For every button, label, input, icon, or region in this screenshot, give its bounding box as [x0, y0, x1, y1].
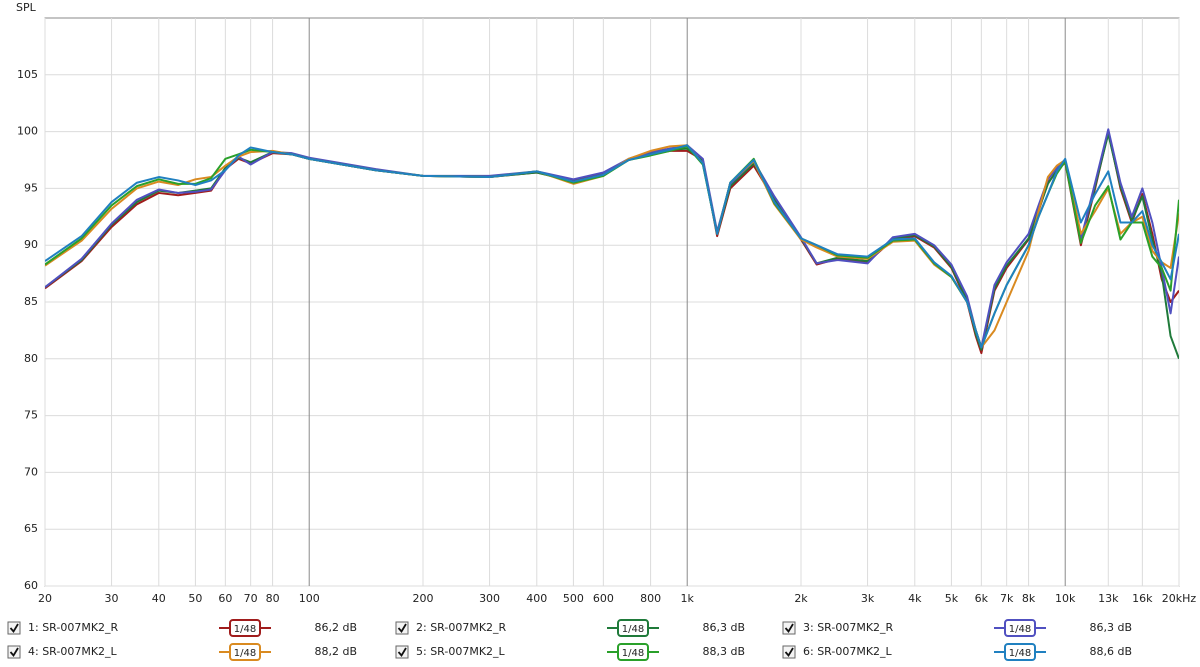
smoothing-box[interactable]	[1004, 643, 1036, 661]
y-tick-label: 70	[24, 465, 38, 478]
y-tick-label: 80	[24, 352, 38, 365]
y-tick-label: 65	[24, 522, 38, 535]
smoothing-label: 1/48	[1009, 624, 1031, 635]
x-tick-label: 6k	[975, 592, 989, 605]
checkbox-check	[784, 623, 794, 634]
x-tick-label: 20kHz	[1162, 592, 1197, 605]
lines	[45, 128, 1179, 360]
legend-item: 6: SR-007MK2_L 1/48 88,6 dB	[782, 643, 1132, 661]
x-tick-label: 300	[479, 592, 500, 605]
legend-item: 5: SR-007MK2_L 1/48 88,3 dB	[395, 643, 745, 661]
x-tick-label: 16k	[1132, 592, 1153, 605]
checkbox-check	[397, 647, 407, 658]
legend-checkbox[interactable]	[395, 645, 409, 659]
x-tick-label: 5k	[945, 592, 959, 605]
legend-name: 1: SR-007MK2_R	[28, 621, 119, 634]
smoothing-box[interactable]	[617, 619, 649, 637]
smoothing-label: 1/48	[234, 624, 256, 635]
x-tick-label: 13k	[1098, 592, 1119, 605]
x-tick-label: 100	[299, 592, 320, 605]
smoothing-box[interactable]	[1004, 619, 1036, 637]
checkbox-check	[397, 623, 407, 634]
legend-item: 3: SR-007MK2_R 1/48 86,3 dB	[782, 619, 1132, 637]
y-tick-label: 100	[17, 125, 38, 138]
checkbox-check	[9, 623, 19, 634]
smoothing-label: 1/48	[622, 624, 644, 635]
x-tick-label: 600	[593, 592, 614, 605]
legend: 1: SR-007MK2_R 1/48 86,2 dB 2: SR-007MK2_R 1…	[7, 619, 1132, 661]
x-tick-label: 7k	[1000, 592, 1014, 605]
x-tick-label: 20	[38, 592, 52, 605]
checkbox-check	[784, 647, 794, 658]
x-tick-label: 1k	[681, 592, 695, 605]
legend-item: 2: SR-007MK2_R 1/48 86,3 dB	[395, 619, 745, 637]
legend-name: 4: SR-007MK2_L	[28, 645, 118, 658]
legend-level: 86,3 dB	[702, 621, 745, 634]
y-tick-label: 75	[24, 409, 38, 422]
x-tick-label: 500	[563, 592, 584, 605]
legend-checkbox[interactable]	[7, 645, 21, 659]
legend-checkbox[interactable]	[395, 621, 409, 635]
x-tick-label: 800	[640, 592, 661, 605]
y-tick-label: 90	[24, 238, 38, 251]
y-axis-label: SPL	[16, 1, 37, 14]
series-line	[45, 144, 1179, 349]
x-tick-label: 70	[244, 592, 258, 605]
legend-name: 2: SR-007MK2_R	[416, 621, 507, 634]
legend-name: 3: SR-007MK2_R	[803, 621, 894, 634]
x-tick-label: 60	[218, 592, 232, 605]
legend-level: 88,3 dB	[702, 645, 745, 658]
legend-name: 5: SR-007MK2_L	[416, 645, 506, 658]
legend-name: 6: SR-007MK2_L	[803, 645, 893, 658]
y-tick-label: 105	[17, 68, 38, 81]
legend-level: 88,2 dB	[314, 645, 357, 658]
legend-level: 86,2 dB	[314, 621, 357, 634]
x-tick-label: 30	[105, 592, 119, 605]
smoothing-label: 1/48	[1009, 648, 1031, 659]
legend-level: 88,6 dB	[1089, 645, 1132, 658]
smoothing-box[interactable]	[229, 643, 261, 661]
legend-checkbox[interactable]	[7, 621, 21, 635]
x-tick-label: 80	[266, 592, 280, 605]
x-tick-label: 200	[413, 592, 434, 605]
smoothing-box[interactable]	[617, 643, 649, 661]
x-tick-label: 2k	[794, 592, 808, 605]
x-tick-label: 400	[526, 592, 547, 605]
smoothing-label: 1/48	[622, 648, 644, 659]
x-tick-label: 3k	[861, 592, 875, 605]
x-tick-label: 10k	[1055, 592, 1076, 605]
x-tick-label: 50	[188, 592, 202, 605]
y-tick-label: 60	[24, 579, 38, 592]
x-tick-label: 4k	[908, 592, 922, 605]
smoothing-label: 1/48	[234, 648, 256, 659]
legend-level: 86,3 dB	[1089, 621, 1132, 634]
smoothing-box[interactable]	[229, 619, 261, 637]
grid	[44, 18, 1180, 587]
legend-checkbox[interactable]	[782, 645, 796, 659]
legend-item: 1: SR-007MK2_R 1/48 86,2 dB	[7, 619, 357, 637]
checkbox-check	[9, 647, 19, 658]
y-tick-label: 85	[24, 295, 38, 308]
legend-checkbox[interactable]	[782, 621, 796, 635]
x-tick-label: 40	[152, 592, 166, 605]
labels: 60 65 70 75 80 85 90 95 100 105 20 30 40 50 60 70 80 100 2…	[17, 68, 1196, 605]
legend-item: 4: SR-007MK2_L 1/48 88,2 dB	[7, 643, 357, 661]
y-tick-label: 95	[24, 181, 38, 194]
x-tick-label: 8k	[1022, 592, 1036, 605]
